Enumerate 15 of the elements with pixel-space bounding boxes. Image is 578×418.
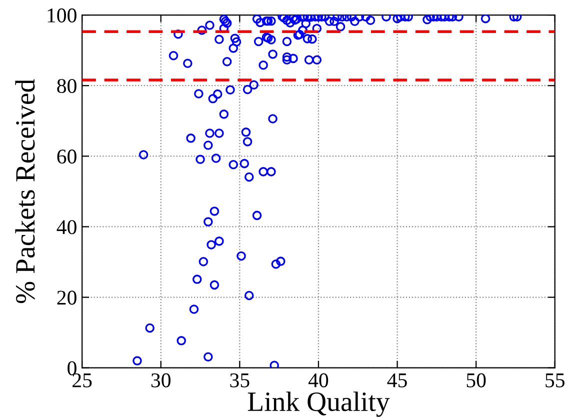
y-tick-label: 80: [57, 78, 76, 94]
y-tick-label: 20: [57, 290, 76, 305]
y-tick-label: 100: [48, 8, 76, 22]
y-axis-title: % Packets Received: [15, 79, 35, 304]
x-tick-label: 50: [466, 373, 486, 388]
x-tick-label: 35: [230, 373, 250, 388]
x-axis-title: Link Quality: [248, 392, 390, 417]
y-tick-label: 60: [57, 150, 76, 164]
x-tick-label: 45: [387, 373, 407, 388]
x-tick-label: 30: [151, 373, 170, 388]
y-tick-label: 0: [68, 361, 76, 376]
x-tick-label: 55: [546, 374, 564, 388]
x-tick-label: 25: [72, 373, 92, 388]
x-tick-label: 40: [308, 373, 328, 388]
y-tick-label: 40: [56, 220, 76, 234]
